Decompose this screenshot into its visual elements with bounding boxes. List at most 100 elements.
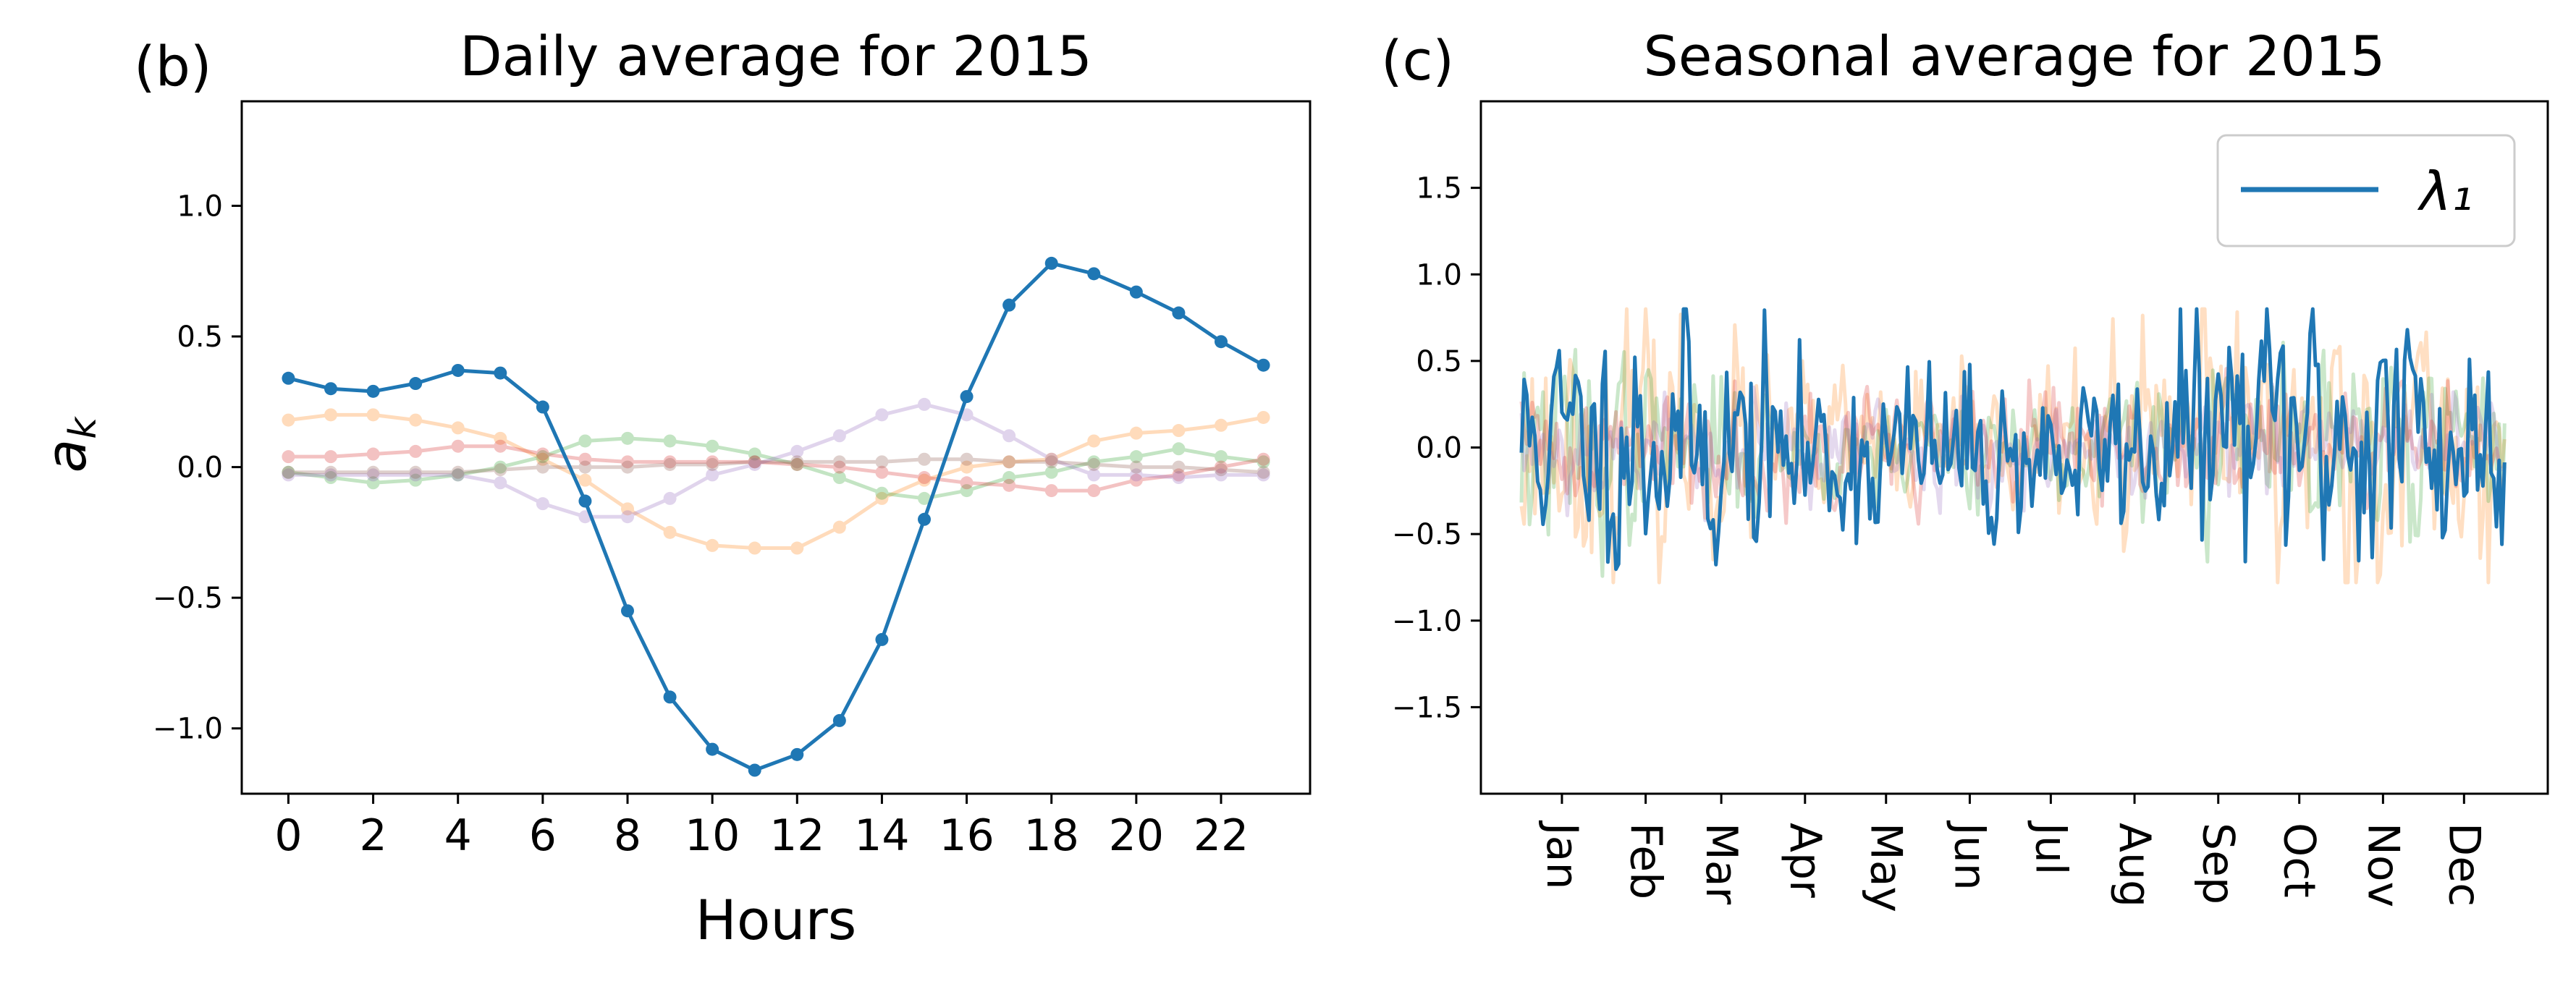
daily-data-point — [1257, 452, 1270, 466]
daily-series-faded — [282, 452, 1270, 479]
daily-data-point — [621, 510, 634, 524]
daily-data-point — [832, 713, 846, 727]
daily-data-point — [578, 473, 592, 487]
daily-data-point — [663, 690, 677, 704]
seasonal-month-label: Jun — [1944, 820, 1995, 891]
seasonal-series-faded — [1519, 382, 2507, 522]
daily-data-point — [282, 413, 295, 427]
seasonal-x-ticks: Jan Feb Mar Apr May Jun Jul Aug Sep Oct Nov Dec — [1537, 794, 2489, 912]
daily-data-point — [748, 447, 761, 461]
seasonal-y-tick-label: −1.0 — [1392, 605, 1462, 638]
daily-data-point — [324, 465, 337, 479]
daily-data-point — [494, 463, 507, 477]
legend-label-lambda1: λ₁ — [2417, 161, 2472, 223]
daily-data-point — [451, 439, 465, 453]
daily-data-point — [1215, 468, 1228, 482]
daily-data-point — [621, 604, 634, 618]
daily-y-tick-label: 1.0 — [177, 190, 223, 223]
daily-data-point — [663, 434, 677, 448]
daily-data-point — [918, 452, 931, 466]
daily-data-point — [578, 460, 592, 474]
daily-series-faded — [282, 431, 1270, 505]
daily-y-tick-label: −0.5 — [153, 582, 223, 615]
seasonal-month-label: Jul — [2025, 820, 2076, 875]
seasonal-y-tick-label: −0.5 — [1392, 518, 1462, 551]
daily-data-point — [366, 465, 380, 479]
daily-data-point — [790, 541, 804, 555]
seasonal-y-tick-label: 1.5 — [1416, 172, 1462, 205]
daily-series-line — [288, 412, 1264, 550]
seasonal-series-lambda1 — [1519, 307, 2507, 572]
daily-data-point — [790, 747, 804, 761]
seasonal-y-tick-label: 0.0 — [1416, 432, 1462, 465]
daily-series-faded — [282, 439, 1270, 498]
daily-data-point — [366, 468, 380, 482]
daily-data-point — [621, 455, 634, 469]
seasonal-y-tick-label: 0.5 — [1416, 345, 1462, 378]
daily-data-point — [748, 455, 761, 469]
daily-data-point — [324, 450, 337, 464]
daily-data-point — [790, 455, 804, 469]
daily-data-point — [1129, 450, 1143, 464]
panel-letter-b: (b) — [134, 34, 212, 98]
daily-data-point — [578, 494, 592, 508]
daily-data-point — [1002, 471, 1016, 485]
seasonal-y-ticks: 1.5 1.0 0.5 0.0 −0.5 −1.0 −1.5 — [1392, 172, 1481, 724]
daily-data-point — [409, 473, 423, 487]
daily-data-point — [1129, 285, 1143, 299]
daily-data-point — [1002, 298, 1016, 312]
seasonal-month-label: Nov — [2357, 823, 2408, 907]
daily-data-point — [663, 455, 677, 469]
daily-series-line — [288, 436, 1264, 501]
daily-y-tick-label: 0.0 — [177, 451, 223, 485]
seasonal-month-label: Jan — [1537, 820, 1587, 890]
daily-data-point — [494, 439, 507, 453]
daily-data-point — [578, 452, 592, 466]
daily-plot-frame — [240, 100, 1312, 795]
daily-data-point — [1129, 468, 1143, 482]
daily-x-ticks: 0 2 4 6 8 10 12 14 16 18 20 22 — [274, 794, 1249, 861]
daily-data-point — [536, 497, 549, 511]
daily-y-tick-label: −1.0 — [153, 713, 223, 746]
daily-data-point — [832, 471, 846, 485]
daily-data-point — [706, 439, 719, 453]
daily-data-point — [324, 408, 337, 422]
daily-data-point — [1172, 468, 1186, 482]
seasonal-series-faded — [1519, 340, 2507, 578]
daily-data-point — [875, 491, 889, 505]
daily-x-tick-label: 16 — [939, 810, 994, 861]
daily-data-point — [1044, 465, 1058, 479]
daily-data-point — [451, 465, 465, 479]
daily-x-tick-label: 2 — [359, 810, 387, 861]
daily-data-point — [706, 455, 719, 469]
daily-data-point — [748, 457, 761, 471]
daily-data-point — [1215, 463, 1228, 477]
daily-data-point — [875, 455, 889, 469]
seasonal-month-label: Oct — [2274, 823, 2325, 898]
daily-x-tick-label: 12 — [769, 810, 824, 861]
daily-data-point — [366, 408, 380, 422]
daily-data-point — [1172, 424, 1186, 438]
daily-data-point — [663, 457, 677, 471]
daily-x-tick-label: 0 — [274, 810, 302, 861]
daily-data-point — [1087, 484, 1101, 498]
daily-series-line — [288, 402, 1264, 519]
seasonal-plot-frame — [1479, 100, 2549, 795]
daily-data-point — [918, 473, 931, 487]
daily-x-tick-label: 8 — [614, 810, 641, 861]
daily-data-point — [790, 444, 804, 458]
daily-data-point — [282, 465, 295, 479]
daily-data-point — [1172, 471, 1186, 485]
panel-letter-c: (c) — [1381, 28, 1454, 93]
daily-data-point — [1129, 460, 1143, 474]
seasonal-average-panel: (c) Seasonal average for 2015 Jan Feb Mar A… — [1381, 24, 2549, 912]
daily-data-point — [282, 465, 295, 479]
daily-data-point — [663, 525, 677, 539]
daily-data-point — [918, 512, 931, 526]
daily-data-point — [875, 408, 889, 422]
daily-data-point — [706, 468, 719, 482]
seasonal-series-faded — [1519, 367, 2507, 526]
daily-data-point — [1129, 426, 1143, 440]
